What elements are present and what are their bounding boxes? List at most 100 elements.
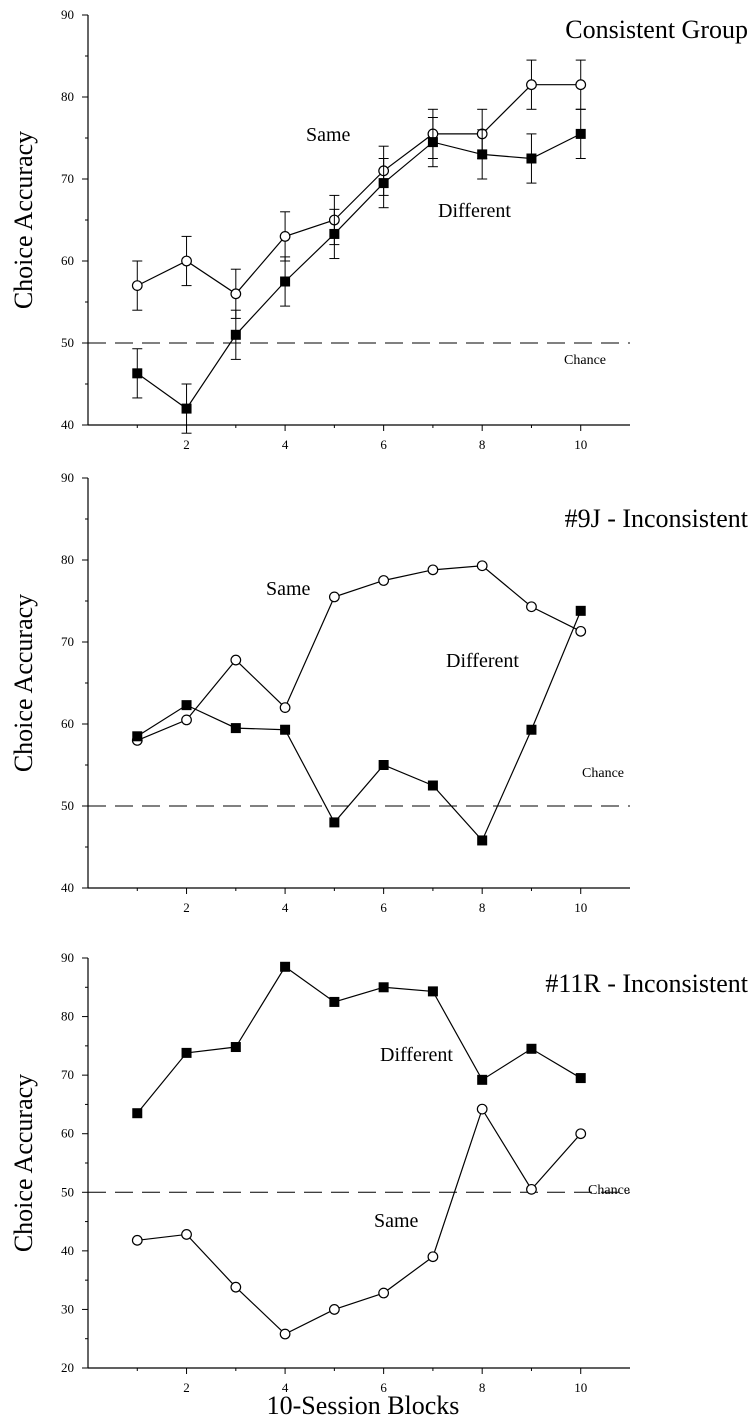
data-point-same: [181, 255, 192, 267]
data-point-same: [526, 79, 537, 91]
data-point-same: [230, 654, 242, 666]
data-point-different: [575, 605, 586, 616]
data-point-same: [427, 564, 439, 576]
chance-label: Chance: [582, 766, 624, 781]
chance-label: Chance: [564, 353, 606, 368]
x-tick-label: 4: [282, 900, 289, 915]
data-point-same: [279, 230, 291, 242]
data-point-different: [378, 982, 389, 993]
y-tick-label: 80: [61, 89, 74, 104]
data-point-same: [378, 1287, 390, 1299]
data-point-different: [230, 1042, 241, 1053]
data-point-different: [477, 1074, 488, 1085]
series-label-different: Different: [380, 1044, 453, 1066]
data-point-different: [575, 128, 586, 139]
y-tick-label: 60: [61, 716, 74, 731]
data-point-different: [181, 403, 192, 414]
x-tick-label: 10: [574, 900, 587, 915]
data-point-different: [329, 228, 340, 239]
y-axis-label: Choice Accuracy: [9, 594, 38, 772]
data-point-same: [279, 1328, 291, 1340]
y-tick-label: 90: [61, 470, 74, 485]
data-point-different: [526, 724, 537, 735]
y-tick-label: 30: [61, 1301, 74, 1316]
data-point-same: [131, 280, 143, 292]
data-point-same: [427, 1251, 439, 1263]
x-axis-label: 10-Session Blocks: [267, 1391, 460, 1420]
x-tick-label: 6: [380, 1380, 387, 1395]
data-point-different: [526, 153, 537, 164]
data-point-different: [427, 780, 438, 791]
data-point-same: [575, 1128, 587, 1140]
chart-panel-1: 40 50 60 70 80 90 2 4 6 8 10 Choice Accuracy Consist…: [9, 7, 748, 452]
data-point-different: [329, 996, 340, 1007]
y-tick-label: 80: [61, 552, 74, 567]
data-point-same: [328, 591, 340, 603]
chart-title: #11R - Inconsistent: [545, 969, 748, 998]
data-point-same: [230, 288, 242, 300]
series-label-same: Same: [374, 1210, 419, 1232]
data-point-same: [575, 625, 587, 637]
y-tick-label: 40: [61, 1243, 74, 1258]
data-point-different: [280, 961, 291, 972]
y-tick-label: 50: [61, 335, 74, 350]
data-point-different: [477, 835, 488, 846]
x-tick-label: 8: [479, 900, 486, 915]
data-point-same: [181, 1229, 192, 1240]
data-point-different: [132, 368, 143, 379]
data-point-different: [427, 137, 438, 148]
data-point-different: [575, 1073, 586, 1084]
data-point-same: [131, 1234, 143, 1246]
data-point-different: [329, 817, 340, 828]
data-point-different: [132, 731, 143, 742]
data-point-different: [280, 724, 291, 735]
data-point-same: [476, 560, 488, 572]
x-tick-label: 10: [574, 437, 587, 452]
y-tick-label: 40: [61, 880, 74, 895]
series-line-different: [136, 610, 582, 842]
x-tick-label: 6: [380, 437, 387, 452]
data-point-different: [526, 1043, 537, 1054]
series-line-same: [137, 565, 581, 741]
y-tick-label: 70: [61, 634, 74, 649]
data-point-different: [378, 760, 389, 770]
series-line-different: [136, 133, 581, 410]
series-line-same: [137, 84, 581, 295]
x-tick-label: 4: [282, 437, 289, 452]
data-point-different: [427, 986, 438, 997]
y-tick-label: 50: [61, 798, 74, 813]
series-label-different: Different: [446, 650, 519, 672]
x-tick-label: 8: [479, 437, 486, 452]
x-tick-label: 6: [380, 900, 387, 915]
x-tick-label: 2: [183, 1380, 190, 1395]
data-point-same: [526, 601, 537, 613]
y-tick-label: 80: [61, 1009, 74, 1024]
y-tick-label: 60: [61, 1126, 74, 1141]
y-tick-label: 90: [61, 950, 74, 965]
y-tick-label: 50: [61, 1184, 74, 1199]
y-tick-label: 20: [61, 1360, 74, 1375]
y-axis-label: Choice Accuracy: [9, 1074, 38, 1252]
data-point-different: [181, 700, 192, 711]
x-tick-label: 8: [479, 1380, 486, 1395]
data-point-same: [328, 1304, 340, 1315]
y-tick-label: 40: [61, 417, 74, 432]
series-label-same: Same: [266, 578, 311, 600]
data-point-different: [378, 178, 389, 189]
data-point-same: [230, 1281, 242, 1293]
series-line-same: [137, 1107, 582, 1335]
data-point-same: [181, 714, 192, 726]
series-label-same: Same: [306, 124, 351, 146]
y-tick-label: 60: [61, 253, 74, 268]
chance-label: Chance: [588, 1183, 630, 1198]
data-point-different: [477, 149, 488, 160]
data-point-same: [378, 575, 390, 586]
series-label-different: Different: [438, 200, 511, 222]
x-tick-label: 2: [183, 437, 190, 452]
data-point-different: [280, 276, 291, 287]
x-tick-label: 10: [574, 1380, 587, 1395]
data-point-different: [230, 329, 241, 340]
y-tick-label: 70: [61, 1067, 74, 1082]
series-line-different: [136, 965, 582, 1114]
